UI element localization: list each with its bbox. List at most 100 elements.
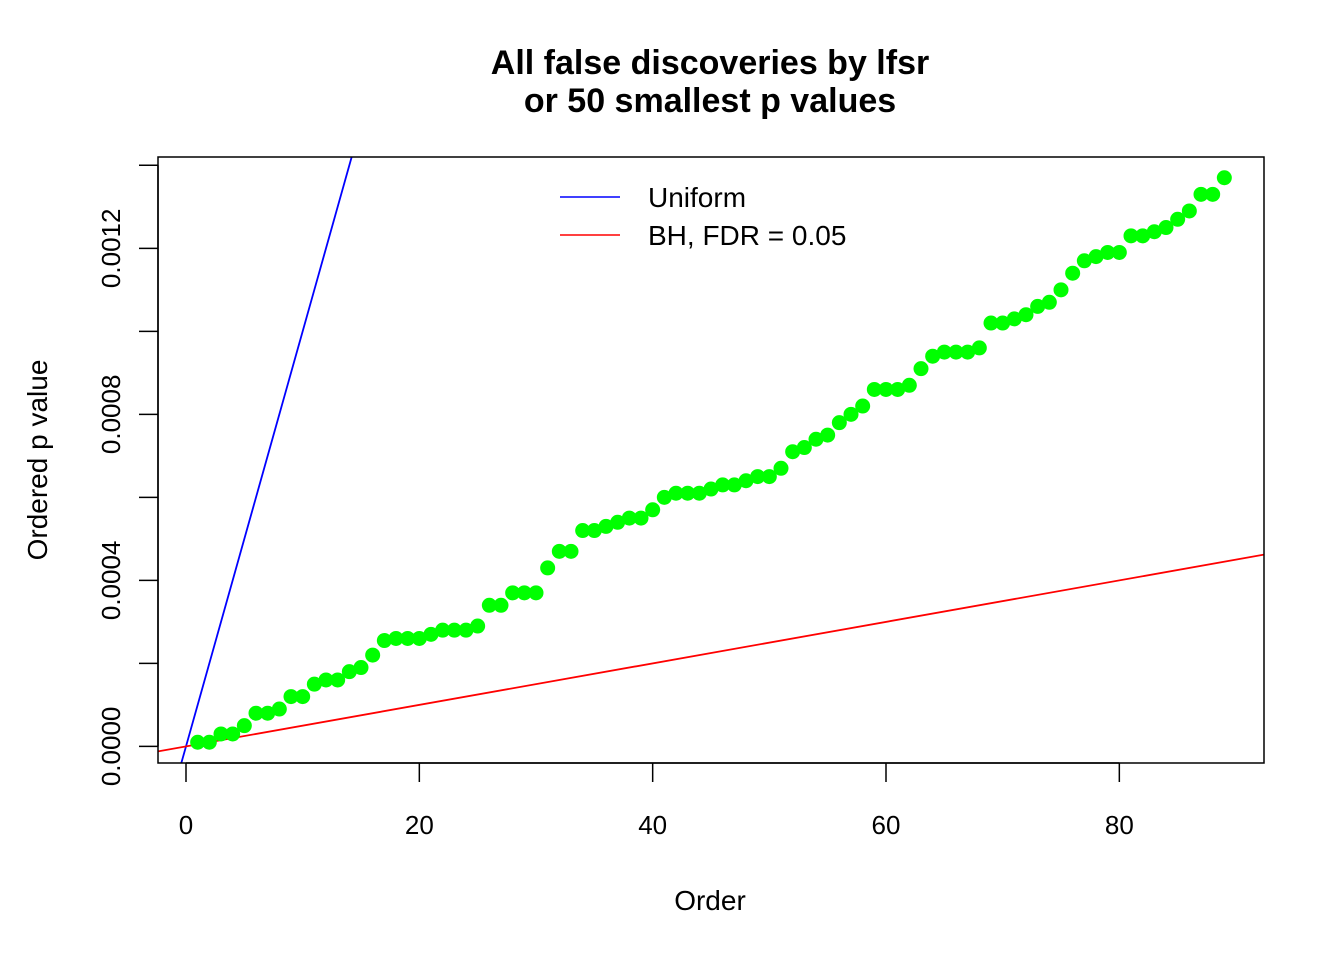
data-point	[213, 726, 229, 742]
data-point	[516, 585, 532, 601]
data-point	[855, 398, 871, 414]
data-point	[1065, 265, 1081, 281]
reference-lines	[158, 157, 1264, 763]
data-points	[190, 170, 1232, 750]
data-point	[341, 664, 357, 680]
data-point	[715, 477, 731, 493]
data-point	[621, 510, 637, 526]
chart-title-line-2: or 50 smallest p values	[524, 82, 896, 120]
data-point	[225, 726, 241, 742]
legend: Uniform BH, FDR = 0.05	[560, 182, 846, 251]
x-axis-label: Order	[674, 885, 746, 916]
data-point	[1018, 307, 1034, 323]
data-point	[750, 469, 766, 485]
data-point	[1030, 298, 1046, 314]
data-point	[691, 485, 707, 501]
y-tick-label: 0.0008	[96, 375, 126, 455]
data-point	[248, 705, 264, 721]
data-point	[190, 734, 206, 750]
data-point	[983, 315, 999, 331]
data-point	[528, 585, 544, 601]
y-tick-label: 0.0004	[96, 541, 126, 621]
data-point	[773, 460, 789, 476]
data-point	[598, 518, 614, 534]
data-point	[703, 481, 719, 497]
data-point	[458, 622, 474, 638]
chart-title-line-1: All false discoveries by lfsr	[491, 44, 929, 82]
data-point	[365, 647, 381, 663]
x-tick-label: 80	[1105, 810, 1134, 840]
data-point	[971, 340, 987, 356]
data-point	[481, 597, 497, 613]
data-point	[1111, 244, 1127, 260]
data-point	[1205, 186, 1221, 202]
data-point	[1170, 211, 1186, 227]
legend-label-uniform: Uniform	[648, 182, 746, 213]
data-point	[400, 630, 416, 646]
x-axis: 0 20 40 60 80	[179, 762, 1134, 840]
data-point	[1216, 170, 1232, 186]
data-point	[1053, 282, 1069, 298]
data-point	[610, 514, 626, 530]
data-point	[283, 689, 299, 705]
data-point	[493, 597, 509, 613]
data-point	[680, 485, 696, 501]
data-point	[1076, 253, 1092, 269]
data-point	[1088, 249, 1104, 265]
data-point	[1100, 244, 1116, 260]
data-point	[808, 431, 824, 447]
legend-label-bh: BH, FDR = 0.05	[648, 220, 846, 251]
data-point	[260, 705, 276, 721]
data-point	[411, 630, 427, 646]
x-tick-label: 0	[179, 810, 193, 840]
data-point	[785, 444, 801, 460]
data-point	[1006, 311, 1022, 327]
data-point	[1158, 220, 1174, 236]
data-point	[878, 381, 894, 397]
data-point	[540, 560, 556, 576]
data-point	[575, 523, 591, 539]
data-point	[831, 415, 847, 431]
y-tick-label: 0.0012	[96, 209, 126, 289]
data-point	[1193, 186, 1209, 202]
data-point	[1146, 224, 1162, 240]
data-point	[446, 622, 462, 638]
data-point	[318, 672, 334, 688]
data-point	[890, 381, 906, 397]
data-point	[1135, 228, 1151, 244]
data-point	[306, 676, 322, 692]
data-point	[236, 718, 252, 734]
data-point	[376, 633, 392, 649]
data-point	[295, 689, 311, 705]
data-point	[843, 406, 859, 422]
data-point	[796, 440, 812, 456]
data-point	[960, 344, 976, 360]
x-tick-label: 20	[405, 810, 434, 840]
data-point	[738, 473, 754, 489]
y-axis: 0.0000 0.0004 0.0008 0.0012	[96, 164, 159, 787]
data-point	[435, 622, 451, 638]
data-point	[505, 585, 521, 601]
data-point	[1041, 294, 1057, 310]
data-point	[761, 469, 777, 485]
data-point	[563, 543, 579, 559]
data-point	[388, 630, 404, 646]
x-tick-label: 40	[638, 810, 667, 840]
data-point	[948, 344, 964, 360]
data-point	[820, 427, 836, 443]
data-point	[353, 660, 369, 676]
data-point	[656, 489, 672, 505]
reference-line-1	[158, 553, 1264, 753]
reference-line-0	[180, 157, 353, 763]
data-point	[913, 361, 929, 377]
data-point	[330, 672, 346, 688]
data-point	[1123, 228, 1139, 244]
data-point	[470, 618, 486, 634]
x-tick-label: 60	[872, 810, 901, 840]
data-point	[901, 377, 917, 393]
data-point	[423, 626, 439, 642]
y-tick-label: 0.0000	[96, 707, 126, 787]
data-point	[936, 344, 952, 360]
data-point	[201, 734, 217, 750]
